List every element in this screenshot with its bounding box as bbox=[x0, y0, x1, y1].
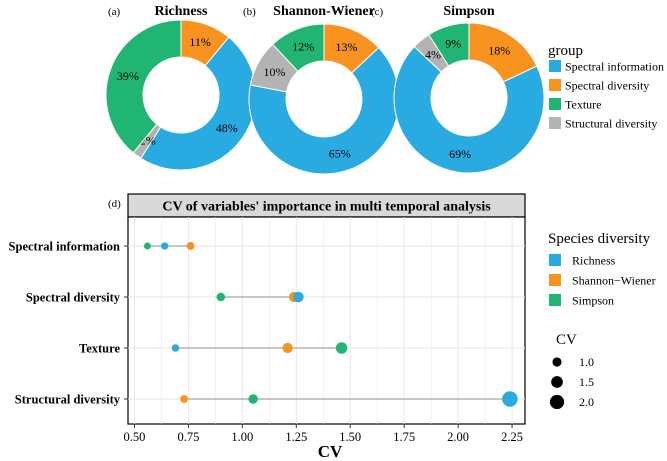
species-legend-label-simpson: Simpson bbox=[572, 294, 614, 308]
size-legend-label: 1.0 bbox=[579, 355, 594, 369]
point-richness-structural-diversity bbox=[502, 391, 518, 407]
donut-slice-texture bbox=[105, 19, 182, 154]
group-legend-label-spectral-information: Spectral information bbox=[565, 60, 664, 74]
x-tick-label: 2.25 bbox=[501, 430, 523, 444]
y-axis-labels: Spectral information Spectral diversity Te… bbox=[9, 240, 128, 407]
panel-label-a: (a) bbox=[108, 6, 121, 18]
species-legend-swatch-shannon-wiener bbox=[549, 274, 561, 286]
point-simpson-texture bbox=[335, 342, 348, 354]
species-legend-label-shannon-wiener: Shannon−Wiener bbox=[572, 274, 656, 288]
donut-label-texture: 9% bbox=[445, 37, 461, 51]
donut-slice-spectral-information bbox=[393, 45, 545, 174]
point-shannon-wiener-spectral-information bbox=[186, 242, 195, 250]
donut-label-spectral-information: 69% bbox=[449, 147, 471, 161]
point-simpson-spectral-information bbox=[143, 242, 151, 250]
size-legend-title: CV bbox=[556, 332, 577, 348]
richness-donut: 11%48%2%39% bbox=[105, 19, 257, 171]
point-richness-spectral-information bbox=[161, 242, 169, 250]
x-tick-label: 2.00 bbox=[447, 430, 469, 444]
donut-label-spectral-information: 48% bbox=[216, 121, 238, 135]
size-legend-dot bbox=[549, 394, 565, 410]
x-tick-label: 1.25 bbox=[285, 430, 307, 444]
donut-label-spectral-diversity: 13% bbox=[335, 40, 357, 54]
point-shannon-wiener-structural-diversity bbox=[180, 395, 188, 403]
size-legend-label: 1.5 bbox=[579, 375, 594, 389]
donut-title-simpson: Simpson bbox=[443, 4, 495, 19]
point-simpson-structural-diversity bbox=[248, 394, 258, 404]
y-label-spectral-diversity: Spectral diversity bbox=[26, 291, 121, 305]
donut-label-texture: 39% bbox=[117, 69, 139, 83]
donut-panel-b: (b) Shannon-Wiener 13% 65% 10% 12% bbox=[243, 4, 400, 175]
y-label-texture: Texture bbox=[79, 342, 120, 356]
donut-slice-texture bbox=[428, 22, 470, 67]
species-legend: Species diversity Richness Shannon−Wiener… bbox=[548, 231, 656, 410]
size-legend-dot bbox=[552, 357, 562, 367]
species-legend-swatch-simpson bbox=[549, 294, 561, 306]
point-richness-texture bbox=[171, 344, 180, 352]
donut-panel-c: (c) Simpson 18% 69% 4% 9% bbox=[371, 4, 545, 174]
donut-slice-texture bbox=[271, 23, 325, 73]
cv-dot-plot: CV of variables' importance in multi tem… bbox=[9, 193, 526, 461]
group-legend-title: group bbox=[548, 43, 583, 59]
donut-panel-a: (a) Richness 11%48%2%39% bbox=[105, 4, 257, 171]
panel-label-c: (c) bbox=[371, 6, 384, 18]
simpson-donut: 18% 69% 4% 9% bbox=[393, 22, 545, 174]
group-legend-swatch-texture bbox=[549, 98, 561, 110]
panel-label-d: (d) bbox=[108, 198, 121, 210]
group-legend-swatch-spectral-diversity bbox=[549, 79, 561, 91]
range-segments bbox=[147, 245, 510, 400]
donut-label-structural-diversity: 4% bbox=[425, 47, 441, 61]
donut-label-spectral-diversity: 18% bbox=[488, 43, 510, 57]
size-legend-label: 2.0 bbox=[579, 395, 594, 409]
point-richness-spectral-diversity bbox=[293, 291, 304, 303]
donut-label-structural-diversity: 10% bbox=[263, 65, 285, 79]
size-legend-dot bbox=[551, 376, 563, 388]
group-legend: group Spectral information Spectral diver… bbox=[548, 43, 664, 131]
species-legend-title: Species diversity bbox=[548, 231, 651, 247]
donut-label-spectral-diversity: 11% bbox=[189, 35, 211, 49]
donut-label-texture: 12% bbox=[292, 39, 314, 53]
group-legend-label-spectral-diversity: Spectral diversity bbox=[565, 79, 649, 93]
cv-points bbox=[143, 242, 518, 407]
x-axis-title: CV bbox=[318, 442, 343, 461]
species-legend-label-richness: Richness bbox=[572, 254, 616, 268]
x-tick-label: 1.50 bbox=[339, 430, 361, 444]
shannon-wiener-donut: 13% 65% 10% 12% bbox=[248, 23, 400, 175]
x-tick-label: 1.75 bbox=[393, 430, 415, 444]
x-tick-label: 0.75 bbox=[177, 430, 199, 444]
x-tick-label: 1.00 bbox=[231, 430, 253, 444]
group-legend-label-texture: Texture bbox=[565, 98, 601, 112]
group-legend-swatch-spectral-information bbox=[549, 60, 561, 72]
donut-title-shannon-wiener: Shannon-Wiener bbox=[273, 4, 375, 19]
y-label-structural-diversity: Structural diversity bbox=[15, 393, 121, 407]
panel-label-b: (b) bbox=[243, 6, 256, 18]
group-legend-swatch-structural-diversity bbox=[549, 117, 561, 129]
plot-title: CV of variables' importance in multi tem… bbox=[162, 200, 491, 215]
point-shannon-wiener-texture bbox=[282, 342, 293, 354]
donut-title-richness: Richness bbox=[155, 4, 208, 19]
x-axis-ticks: 0.50 0.75 1.00 1.25 1.50 1.75 2.00 2.25 bbox=[124, 424, 523, 444]
point-simpson-spectral-diversity bbox=[216, 292, 226, 302]
y-label-spectral-information: Spectral information bbox=[9, 240, 120, 254]
x-tick-label: 0.50 bbox=[124, 430, 146, 444]
group-legend-label-structural-diversity: Structural diversity bbox=[565, 117, 657, 131]
donut-label-spectral-information: 65% bbox=[329, 146, 351, 160]
species-legend-swatch-richness bbox=[549, 254, 561, 266]
donut-slice-spectral-information bbox=[248, 46, 400, 175]
plot-panel-frame bbox=[127, 216, 526, 425]
